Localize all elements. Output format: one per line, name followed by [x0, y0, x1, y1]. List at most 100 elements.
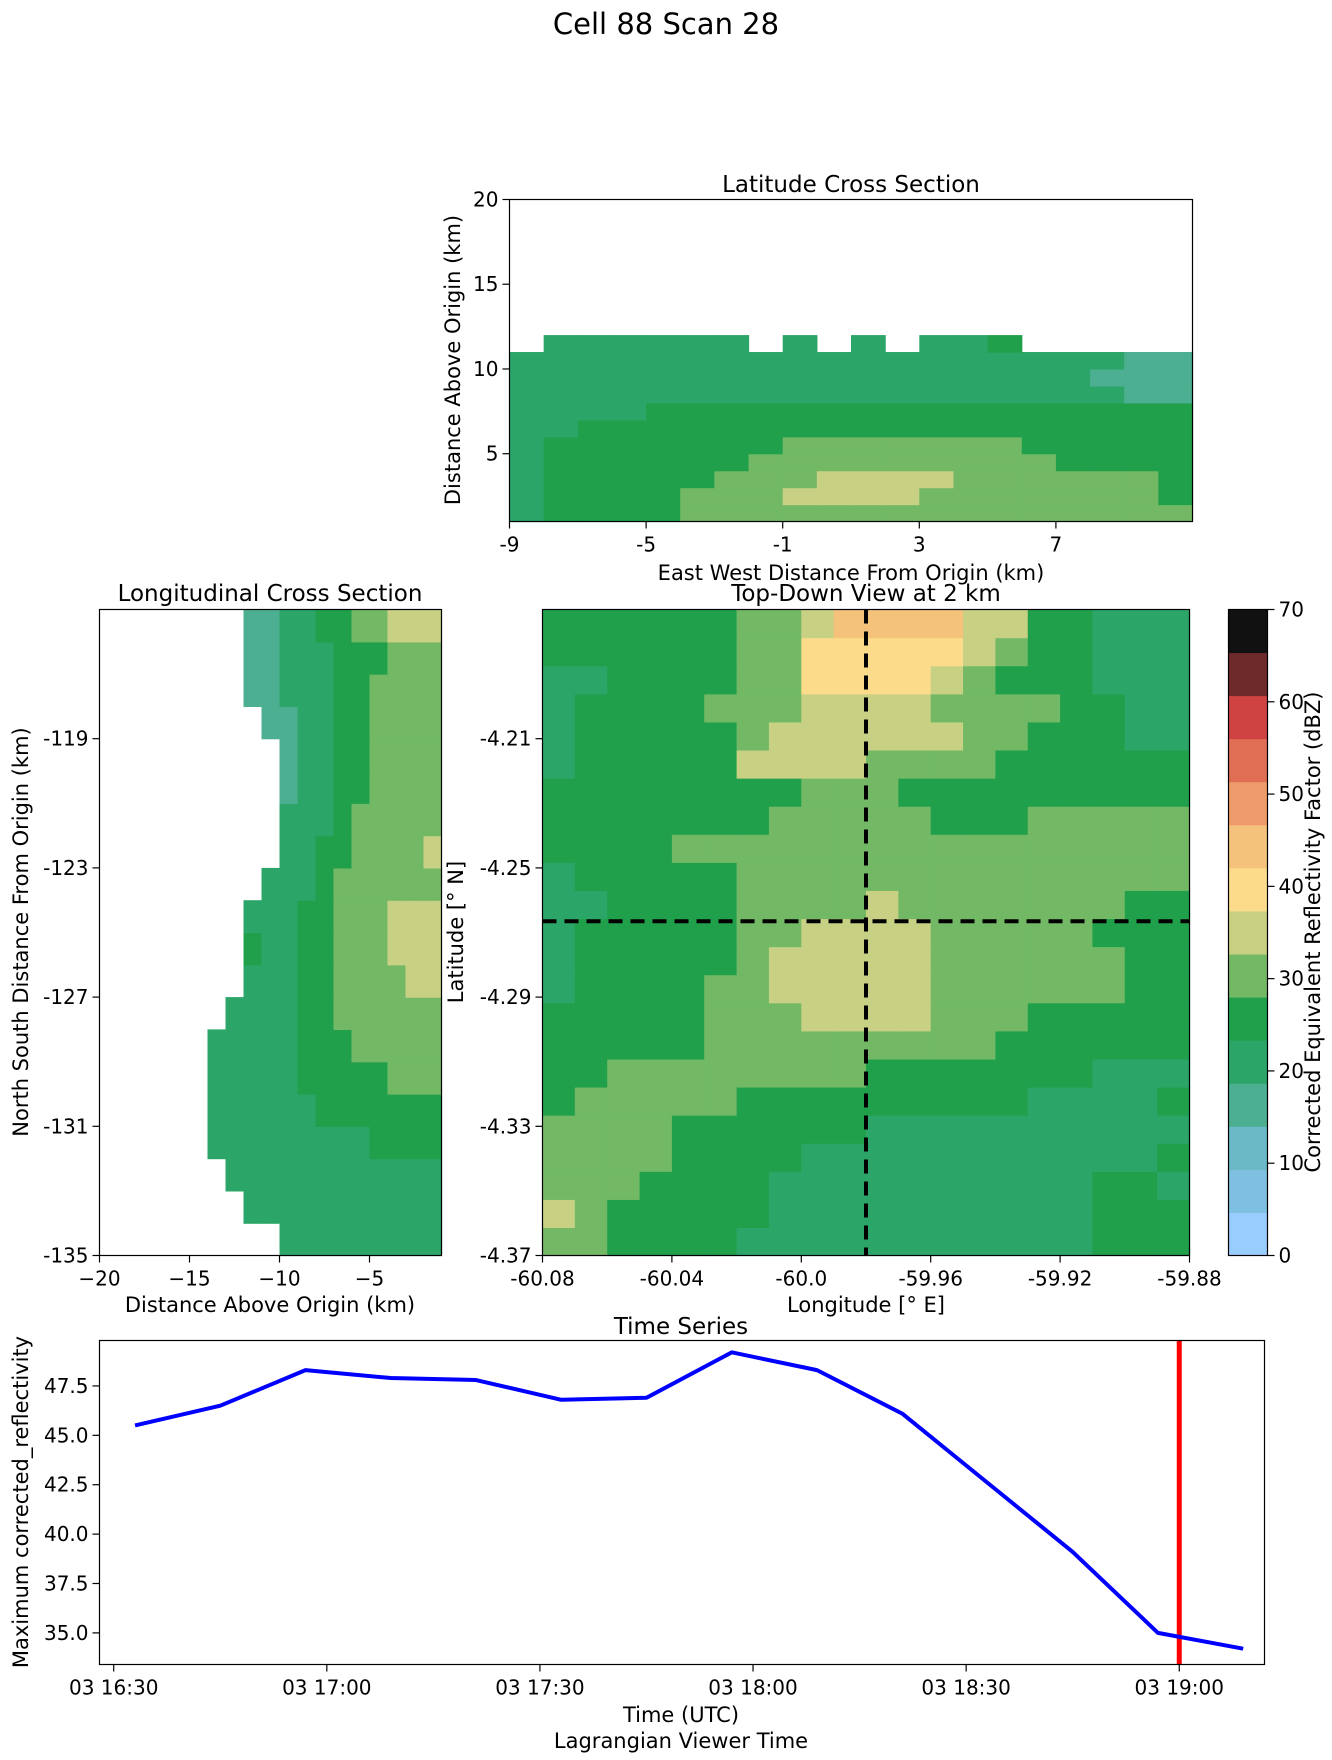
latitude-cell: [646, 470, 681, 489]
latitude-cell: [577, 352, 613, 370]
longitudinal-cell: [405, 1158, 425, 1192]
longitudinal-cell: [297, 867, 317, 901]
latitude-cell: [782, 402, 818, 421]
latitude-cell: [1090, 487, 1125, 506]
topdown-cell: [1124, 637, 1158, 667]
topdown-x-tick-label: -60.08: [510, 1267, 574, 1291]
topdown-cell: [1027, 890, 1061, 920]
topdown-cell: [1027, 834, 1061, 863]
topdown-cell: [574, 1002, 608, 1032]
colorbar-frame: [1227, 608, 1269, 1257]
longitudinal-cell: [243, 1061, 263, 1095]
topdown-cell: [768, 721, 802, 751]
topdown-cell: [930, 918, 964, 948]
topdown-cell: [1027, 693, 1061, 723]
topdown-cell: [1027, 918, 1061, 948]
latitude-cell: [1124, 385, 1159, 404]
topdown-cell: [736, 918, 770, 948]
colorbar-swatch: [1228, 824, 1268, 869]
longitudinal-cell: [315, 1061, 335, 1095]
latitude-cell: [1090, 352, 1125, 370]
timeseries-y-tick-label: 40.0: [44, 1522, 89, 1546]
topdown-cell: [1157, 1086, 1191, 1116]
latitude-cell: [748, 352, 784, 370]
topdown-cell: [898, 609, 932, 639]
latitude-cell: [611, 504, 647, 523]
topdown-cell: [963, 693, 996, 723]
latitude-cell: [1021, 504, 1057, 523]
longitudinal-cell: [351, 803, 371, 837]
longitudinal-y-tick-label: -131: [43, 1114, 88, 1138]
topdown-cell: [736, 806, 770, 835]
topdown-cell: [574, 693, 608, 723]
longitudinal-cell: [315, 641, 335, 675]
topdown-cell: [704, 1115, 738, 1144]
latitude-cell: [543, 385, 579, 404]
longitudinal-cell: [351, 1061, 371, 1095]
latitude-cell: [543, 368, 579, 387]
colorbar-swatch: [1228, 1169, 1268, 1213]
longitudinal-cell: [261, 674, 281, 707]
topdown-cell: [801, 806, 835, 835]
longitudinal-cell: [333, 1223, 353, 1257]
topdown-cell: [736, 1002, 770, 1032]
topdown-cell: [995, 1143, 1029, 1172]
colorbar-swatch: [1228, 997, 1268, 1041]
latitude-cell: [577, 470, 613, 489]
longitudinal-x-tick-label: −20: [78, 1267, 120, 1291]
topdown-cell: [639, 890, 673, 920]
latitude-cell: [1124, 504, 1159, 523]
topdown-cell: [542, 1199, 576, 1229]
timeseries-x-tick-label: 03 18:30: [921, 1676, 1010, 1700]
timeseries-xlabel-secondary: Lagrangian Viewer Time: [554, 1729, 808, 1753]
topdown-cell: [963, 1199, 996, 1229]
latitude-cell: [885, 470, 920, 489]
topdown-cell: [671, 1002, 705, 1032]
latitude-cell: [1055, 470, 1091, 489]
topdown-cell: [963, 1143, 996, 1172]
topdown-cell: [639, 721, 673, 751]
longitudinal-cell: [243, 641, 263, 675]
latitude-cell: [953, 385, 989, 404]
longitudinal-cell: [369, 867, 389, 901]
topdown-cell: [898, 834, 932, 863]
topdown-cell: [995, 834, 1029, 863]
timeseries-xlabel: Time (UTC): [622, 1703, 739, 1727]
longitudinal-cell: [243, 964, 263, 998]
longitudinal-cell: [423, 1190, 443, 1224]
latitude-cell: [1124, 487, 1159, 506]
topdown-cell: [671, 721, 705, 751]
topdown-cell: [768, 637, 802, 667]
topdown-cell: [1124, 1143, 1158, 1172]
latitude-cell: [919, 504, 955, 523]
topdown-cell: [898, 778, 932, 807]
topdown-cell: [607, 890, 641, 920]
topdown-cell: [574, 1143, 608, 1172]
colorbar-swatch: [1228, 910, 1268, 955]
longitudinal-cell: [369, 803, 389, 837]
topdown-cell: [833, 721, 867, 751]
topdown-cell: [639, 609, 673, 639]
topdown-cell: [768, 1115, 802, 1144]
longitudinal-cell: [423, 1223, 443, 1257]
longitudinal-cell: [279, 609, 299, 643]
topdown-cell: [1027, 862, 1061, 891]
longitudinal-cell: [369, 932, 389, 966]
latitude-cell: [885, 352, 920, 370]
topdown-cell: [736, 890, 770, 920]
longitudinal-cell: [207, 1029, 227, 1063]
topdown-cell: [1027, 637, 1061, 667]
topdown-cell: [866, 1171, 899, 1200]
topdown-cell: [1124, 918, 1158, 948]
latitude-cell: [646, 385, 681, 404]
latitude-cell: [509, 504, 545, 523]
topdown-cell: [1124, 1086, 1158, 1116]
topdown-cell: [607, 778, 641, 807]
topdown-cell: [833, 693, 867, 723]
latitude-cell: [885, 453, 920, 472]
longitudinal-cell: [351, 609, 371, 643]
topdown-cell: [1124, 665, 1158, 695]
latitude-ylabel: Distance Above Origin (km): [441, 215, 465, 505]
latitude-cell: [646, 419, 681, 438]
colorbar-swatches: [1228, 609, 1268, 1256]
